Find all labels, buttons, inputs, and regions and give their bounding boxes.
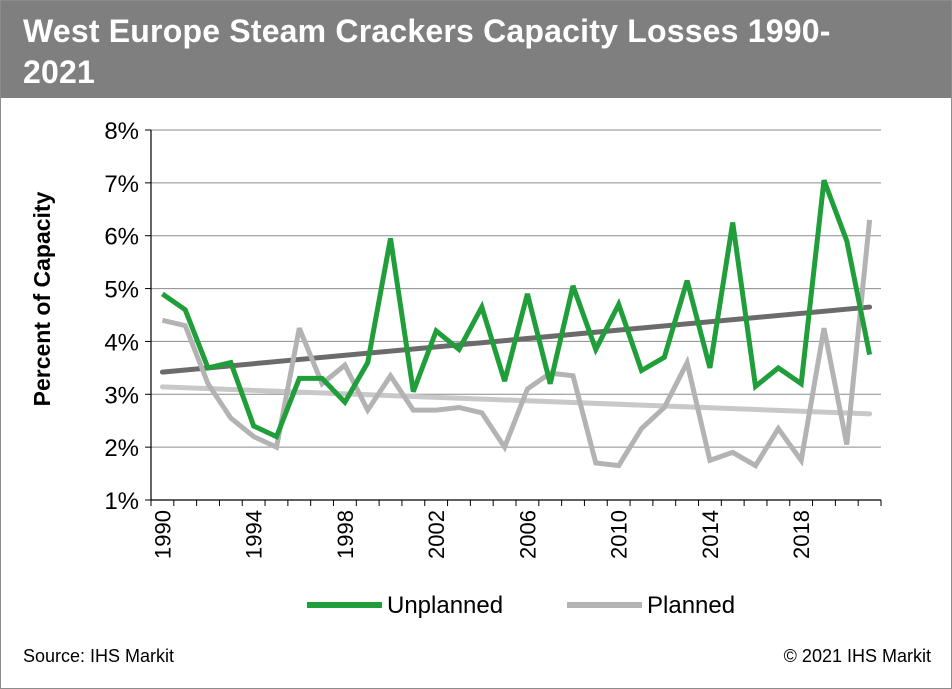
legend: Unplanned Planned [307,592,735,619]
y-tick-label-4: 4% [104,329,139,356]
legend-label-planned: Planned [647,592,735,619]
y-tick-label-7: 7% [104,171,139,198]
title-bar: West Europe Steam Crackers Capacity Loss… [1,1,951,98]
line-chart: 1% 2% 3% 4% 5% 6% 7% 8% 1990 1994 1998 2002 2006 2010… [29,118,882,619]
legend-label-unplanned: Unplanned [387,592,503,619]
y-tick-label-2: 2% [104,435,139,462]
chart-title: West Europe Steam Crackers Capacity Loss… [23,11,923,93]
x-tick-label-1990: 1990 [150,510,175,559]
y-tick-label-8: 8% [104,118,139,145]
x-tick-label-2018: 2018 [789,510,814,559]
x-tick-label-2014: 2014 [698,510,723,559]
y-tick-label-6: 6% [104,224,139,251]
x-tick-label-2010: 2010 [607,510,632,559]
x-tick-label-2002: 2002 [424,510,449,559]
y-axis-label: Percent of Capacity [29,191,55,406]
x-tick-label-2006: 2006 [515,510,540,559]
series-line-unplanned [160,179,873,440]
y-tick-label-5: 5% [104,277,139,304]
source-note: Source: IHS Markit [23,646,175,666]
x-tick-label-1998: 1998 [333,510,358,559]
chart-title-line-2: 2021 [23,54,95,90]
y-tick-label-1: 1% [104,488,139,515]
chart-title-line-1: West Europe Steam Crackers Capacity Loss… [23,13,831,49]
x-tick-label-1994: 1994 [242,510,267,559]
y-tick-label-3: 3% [104,382,139,409]
copyright-note: © 2021 IHS Markit [783,646,931,666]
trendline-planned [159,384,873,417]
